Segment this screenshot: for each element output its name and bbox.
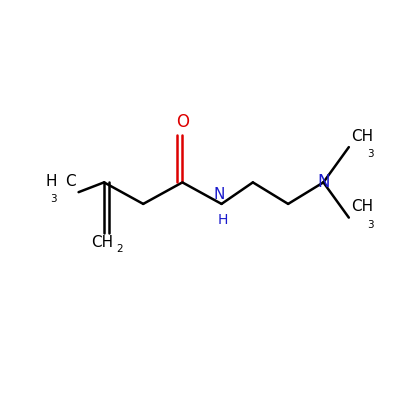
Text: CH: CH <box>91 235 113 250</box>
Text: 3: 3 <box>50 194 57 204</box>
Text: O: O <box>176 113 189 131</box>
Text: N: N <box>317 173 330 191</box>
Text: 2: 2 <box>116 244 122 254</box>
Text: N: N <box>214 187 225 202</box>
Text: H: H <box>46 174 57 189</box>
Text: 3: 3 <box>368 150 374 160</box>
Text: H: H <box>217 212 228 226</box>
Text: C: C <box>65 174 76 189</box>
Text: CH: CH <box>351 200 373 214</box>
Text: 3: 3 <box>368 220 374 230</box>
Text: CH: CH <box>351 129 373 144</box>
